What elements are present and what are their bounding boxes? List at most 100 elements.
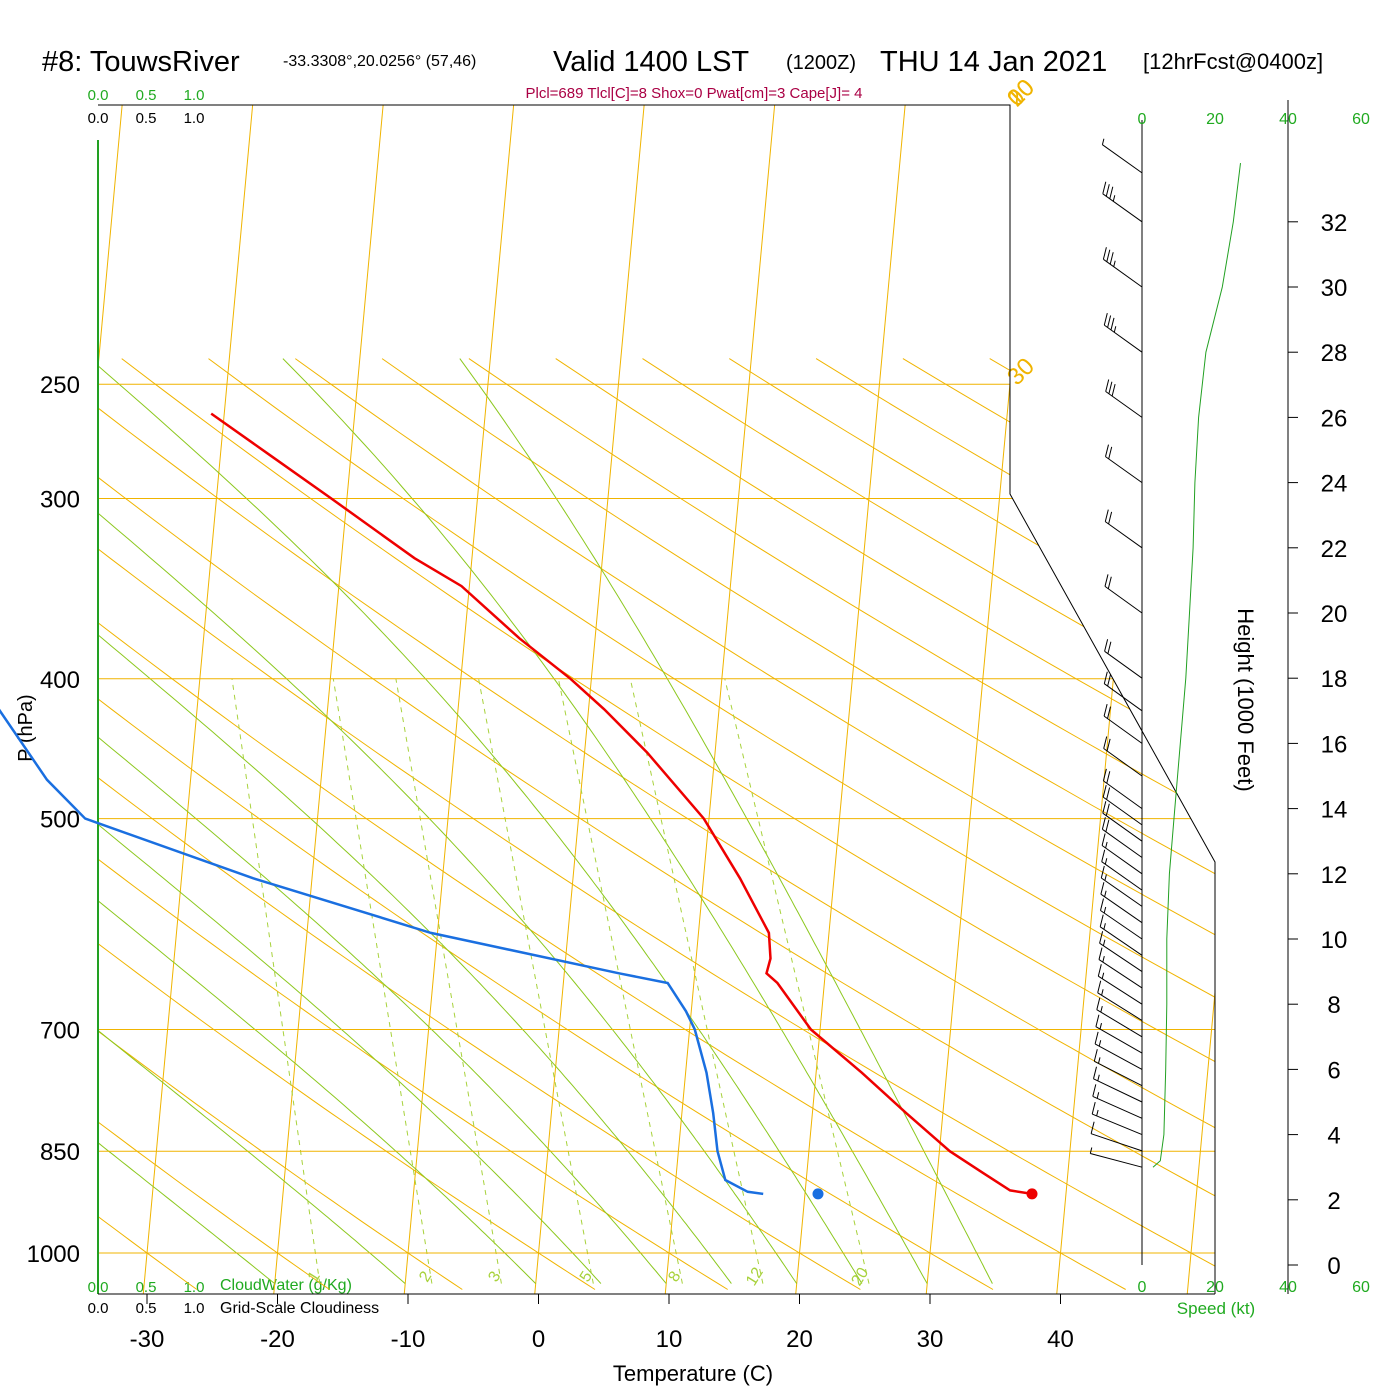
dry-adiabat-line — [381, 358, 1215, 1290]
wind-speed-profile — [1152, 163, 1241, 1168]
wind-barb-flag — [1105, 444, 1109, 457]
mixing-ratio-line — [724, 678, 870, 1284]
wind-barb-half-flag — [1104, 858, 1108, 865]
wind-barb-flag — [1102, 181, 1107, 194]
wind-barb-flag — [1110, 317, 1115, 331]
moist-adiabat-line — [98, 358, 602, 1284]
wind-barb-half-flag — [1096, 1092, 1100, 1099]
height-tick-label: 24 — [1321, 471, 1348, 498]
speed-tick-label-top: 20 — [1206, 111, 1224, 128]
wind-barb-flag — [1104, 574, 1109, 587]
wind-barb — [1101, 817, 1143, 858]
y-axis-label: P (hPa) — [15, 694, 37, 761]
wind-barb-half-flag — [1103, 906, 1107, 914]
moist-adiabat-line — [98, 358, 732, 1284]
wind-barb — [1101, 833, 1143, 875]
wind-barb-flag — [1101, 817, 1106, 830]
wind-barb-staff — [1098, 975, 1143, 1005]
speed-tick-label-top: 60 — [1352, 111, 1370, 128]
wind-barb — [1101, 138, 1143, 174]
wind-barb-staff — [1102, 828, 1143, 858]
wind-barb-flag — [1109, 252, 1114, 265]
temperature-tick-label: 0 — [532, 1326, 545, 1353]
wind-barb — [1104, 509, 1143, 549]
valid-date: THU 14 Jan 2021 — [880, 46, 1107, 78]
mixing-ratio-lines — [231, 678, 870, 1284]
x-axis-label: Temperature (C) — [613, 1361, 773, 1386]
height-tick-label: 32 — [1321, 210, 1348, 237]
moist-adiabat-line — [98, 358, 537, 1284]
wind-barb-staff — [1100, 893, 1143, 924]
top-green-tick: 0.0 — [88, 87, 109, 104]
wind-barb — [1102, 784, 1143, 826]
wind-barb — [1105, 444, 1143, 484]
wind-barb-half-flag — [1089, 1147, 1093, 1154]
surface-temperature-marker — [1026, 1188, 1038, 1200]
wind-barb-flag — [1100, 865, 1105, 879]
wind-barb-staff — [1092, 1113, 1143, 1136]
isotherm-label: 20 — [1002, 74, 1040, 112]
wind-barb — [1090, 1121, 1143, 1152]
wind-barb-flag — [1099, 931, 1104, 944]
dry-adiabat-line — [121, 358, 1215, 1290]
temperature-tick-label: 40 — [1047, 1326, 1074, 1353]
wind-barb-flag — [1093, 1049, 1098, 1062]
height-tick-label: 16 — [1321, 731, 1348, 758]
height-tick-label: 20 — [1321, 601, 1348, 628]
mixing-ratio-line — [231, 678, 321, 1284]
wind-barb-half-flag — [1104, 890, 1107, 897]
wind-barb — [1101, 849, 1143, 891]
wind-barb — [1100, 865, 1143, 907]
pressure-tick-label: 700 — [40, 1018, 80, 1045]
wind-barb-flag — [1105, 379, 1110, 392]
top-black-tick: 0.5 — [136, 110, 157, 127]
dry-adiabat-line — [98, 358, 1215, 1290]
height-tick-label: 8 — [1327, 992, 1340, 1019]
dry-adiabat-line — [98, 358, 330, 1290]
dry-adiabat-line — [98, 358, 994, 1290]
wind-barb-half-flag — [1104, 874, 1107, 881]
isotherm-line — [533, 105, 646, 1294]
pressure-tick-label: 1000 — [27, 1241, 80, 1268]
wind-barb-staff — [1105, 521, 1143, 549]
wind-barb-flag — [1107, 706, 1111, 719]
wind-barb-staff — [1090, 1153, 1143, 1168]
wind-barb-flag — [1099, 914, 1104, 927]
bottom-black-tick: 1.0 — [184, 1300, 205, 1317]
wind-barb-staff — [1099, 942, 1143, 973]
plot-frame-right — [98, 104, 1216, 1294]
wind-barb — [1091, 1101, 1143, 1136]
moist-adiabat-line — [98, 358, 667, 1284]
wind-barb-staff — [1102, 193, 1143, 223]
height-axis-label: Height (1000 Feet) — [1233, 608, 1258, 791]
dry-adiabat-line — [98, 358, 728, 1290]
wind-barb-staff — [1098, 959, 1143, 989]
pressure-tick-label: 300 — [40, 487, 80, 514]
wind-barb-staff — [1097, 992, 1143, 1021]
wind-barb — [1102, 181, 1143, 223]
wind-barb — [1103, 736, 1143, 777]
wind-barb — [1095, 1014, 1143, 1054]
moist-adiabat-line — [98, 358, 276, 1284]
wind-barb-staff — [1104, 650, 1143, 679]
mixing-ratio-label: 12 — [743, 1265, 767, 1289]
wind-barb — [1102, 768, 1143, 810]
wind-barb-flag — [1104, 509, 1109, 522]
bottom-green-tick: 0.5 — [136, 1279, 157, 1296]
wind-barb-half-flag — [1101, 138, 1105, 145]
wind-barb-flag — [1103, 703, 1108, 717]
wind-barb-half-flag — [1101, 989, 1104, 996]
temperature-tick-label: -10 — [391, 1326, 426, 1353]
top-green-tick: 0.5 — [136, 87, 157, 104]
bottom-black-tick: 0.5 — [136, 1300, 157, 1317]
wind-barb-flag — [1106, 787, 1111, 800]
wind-barb — [1099, 931, 1143, 973]
wind-barb-flag — [1093, 1066, 1097, 1079]
wind-barb-flag — [1100, 898, 1104, 911]
wind-barb-staff — [1104, 585, 1143, 614]
wind-barb — [1103, 671, 1143, 712]
wind-barb-flag — [1101, 849, 1106, 862]
temperature-tick-label: 20 — [786, 1326, 813, 1353]
mixing-ratio-line — [395, 678, 502, 1284]
